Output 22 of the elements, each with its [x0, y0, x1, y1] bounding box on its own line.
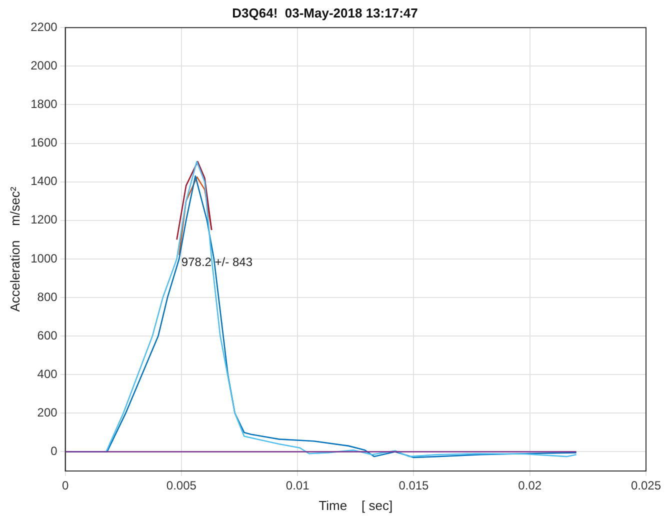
y-tick-label: 600 — [37, 328, 58, 342]
y-tick-label: 400 — [37, 366, 58, 381]
annotation: 978.2 +/- 843 — [181, 255, 253, 270]
chart-title: D3Q64! 03-May-2018 13:17:47 — [232, 5, 418, 20]
y-axis-title: Acceleration m/sec² — [7, 186, 22, 312]
y-tick-label: 1000 — [30, 251, 58, 266]
y-tick-label: 1200 — [30, 212, 58, 227]
y-tick-label: 2000 — [30, 58, 58, 72]
y-tick-label: 0 — [50, 444, 58, 458]
x-axis-title: Time [ sec] — [318, 498, 393, 513]
x-tick-label: 0.025 — [630, 478, 662, 493]
y-tick-label: 200 — [37, 405, 58, 420]
x-tick-label: 0.015 — [398, 478, 430, 493]
x-tick-label: 0.02 — [518, 478, 542, 493]
x-tick-label: 0.01 — [286, 478, 310, 493]
x-tick-label: 0 — [62, 478, 69, 493]
y-tick-label: 1600 — [30, 136, 58, 150]
y-tick-label: 2200 — [30, 20, 58, 34]
y-tick-label: 1800 — [30, 97, 58, 112]
x-tick-label: 0.005 — [166, 478, 197, 493]
y-tick-label: 1400 — [30, 174, 58, 188]
y-tick-label: 800 — [37, 290, 58, 304]
